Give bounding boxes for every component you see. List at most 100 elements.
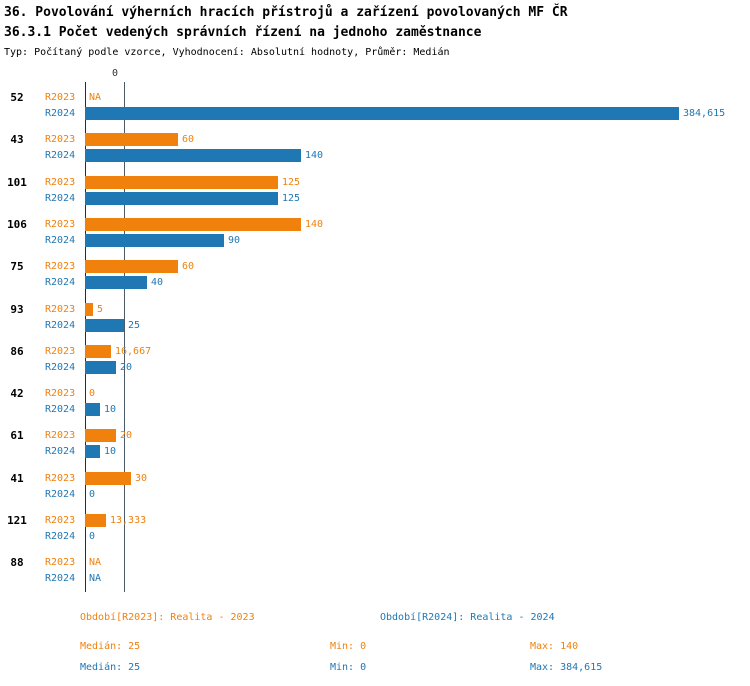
bar-group: 61 R2023 20 R2024 10 [0, 429, 750, 459]
bar-r2023 [85, 345, 111, 358]
bar-value-label: 60 [182, 134, 195, 145]
bar-row: R2024 25 [0, 319, 750, 332]
stat-r2023-min: Min: 0 [330, 641, 367, 652]
series-label-r2024: R2024 [45, 108, 76, 119]
bar-value-label: 0 [89, 489, 96, 500]
bar-value-label: 384,615 [683, 108, 726, 119]
bar-r2023 [85, 176, 278, 189]
bar-row: R2023 125 [0, 176, 750, 189]
category-label: 61 [10, 429, 24, 442]
bar-group: 52 R2023 NA R2024 384,615 [0, 91, 750, 121]
series-label-r2024: R2024 [45, 150, 76, 161]
series-label-r2023: R2023 [45, 304, 76, 315]
chart-title-line2: 36.3.1 Počet vedených správních řízení n… [4, 25, 482, 40]
category-label: 43 [10, 133, 24, 146]
bar-value-label: NA [89, 573, 102, 584]
bar-r2023 [85, 303, 93, 316]
series-label-r2024: R2024 [45, 573, 76, 584]
bar-row: R2024 384,615 [0, 107, 750, 120]
series-label-r2023: R2023 [45, 177, 76, 188]
bar-value-label: 125 [282, 193, 301, 204]
bar-value-label: 140 [305, 219, 324, 230]
category-label: 52 [10, 91, 24, 104]
bar-r2024 [85, 276, 147, 289]
bar-r2024 [85, 149, 301, 162]
series-label-r2023: R2023 [45, 430, 76, 441]
bar-row: R2024 0 [0, 530, 750, 543]
bar-row: R2024 20 [0, 361, 750, 374]
stat-r2023-max: Max: 140 [530, 641, 579, 652]
bar-row: R2023 60 [0, 260, 750, 273]
series-label-r2023: R2023 [45, 261, 76, 272]
bar-value-label: 20 [120, 362, 133, 373]
stat-r2024-max: Max: 384,615 [530, 662, 603, 673]
legend-r2024: Období[R2024]: Realita - 2024 [380, 612, 555, 623]
bar-value-label: 10 [104, 446, 117, 457]
bar-group: 106 R2023 140 R2024 90 [0, 218, 750, 248]
bar-row: R2024 10 [0, 403, 750, 416]
bar-group: 93 R2023 5 R2024 25 [0, 303, 750, 333]
bar-r2023 [85, 514, 106, 527]
bar-value-label: 10 [104, 404, 117, 415]
bar-row: R2023 20 [0, 429, 750, 442]
stat-r2023-median: Medián: 25 [80, 641, 141, 652]
bar-group: 42 R2023 0 R2024 10 [0, 387, 750, 417]
bar-r2023 [85, 260, 178, 273]
series-label-r2024: R2024 [45, 362, 76, 373]
bar-r2024 [85, 319, 124, 332]
y-axis-line [85, 82, 86, 592]
bar-row: R2024 NA [0, 572, 750, 585]
series-label-r2023: R2023 [45, 388, 76, 399]
bar-row: R2023 140 [0, 218, 750, 231]
bar-r2024 [85, 107, 679, 120]
bar-row: R2023 16,667 [0, 345, 750, 358]
bar-group: 43 R2023 60 R2024 140 [0, 133, 750, 163]
stat-r2024-median: Medián: 25 [80, 662, 141, 673]
series-label-r2023: R2023 [45, 515, 76, 526]
bar-r2024 [85, 403, 100, 416]
bar-row: R2024 125 [0, 192, 750, 205]
bar-value-label: 60 [182, 261, 195, 272]
bar-row: R2024 0 [0, 488, 750, 501]
category-label: 42 [10, 387, 24, 400]
bar-row: R2023 0 [0, 387, 750, 400]
x-axis-tick-zero: 0 [111, 68, 118, 79]
category-label: 75 [10, 260, 24, 273]
series-label-r2024: R2024 [45, 320, 76, 331]
bar-row: R2024 40 [0, 276, 750, 289]
bar-r2023 [85, 218, 301, 231]
bar-value-label: 40 [151, 277, 164, 288]
series-label-r2023: R2023 [45, 134, 76, 145]
bar-group: 101 R2023 125 R2024 125 [0, 176, 750, 206]
legend-r2023: Období[R2023]: Realita - 2023 [80, 612, 255, 623]
bar-value-label: NA [89, 557, 102, 568]
bar-value-label: 0 [89, 388, 96, 399]
bar-group: 75 R2023 60 R2024 40 [0, 260, 750, 290]
bar-r2023 [85, 133, 178, 146]
bar-row: R2024 140 [0, 149, 750, 162]
series-label-r2023: R2023 [45, 92, 76, 103]
category-label: 121 [7, 514, 27, 527]
series-label-r2024: R2024 [45, 446, 76, 457]
category-label: 88 [10, 556, 24, 569]
bar-row: R2023 60 [0, 133, 750, 146]
bar-r2024 [85, 192, 278, 205]
series-label-r2023: R2023 [45, 473, 76, 484]
bar-value-label: 25 [128, 320, 141, 331]
series-label-r2024: R2024 [45, 489, 76, 500]
category-label: 41 [10, 472, 24, 485]
bar-r2024 [85, 361, 116, 374]
stat-r2024-min: Min: 0 [330, 662, 367, 673]
bar-value-label: 5 [97, 304, 104, 315]
chart-title-line1: 36. Povolování výherních hracích přístro… [4, 5, 568, 20]
median-gridline [124, 82, 125, 592]
series-label-r2024: R2024 [45, 531, 76, 542]
bar-value-label: 90 [228, 235, 241, 246]
bar-r2024 [85, 234, 224, 247]
bar-value-label: 0 [89, 531, 96, 542]
bar-row: R2023 30 [0, 472, 750, 485]
bar-group: 86 R2023 16,667 R2024 20 [0, 345, 750, 375]
bar-r2023 [85, 429, 116, 442]
bar-row: R2023 5 [0, 303, 750, 316]
